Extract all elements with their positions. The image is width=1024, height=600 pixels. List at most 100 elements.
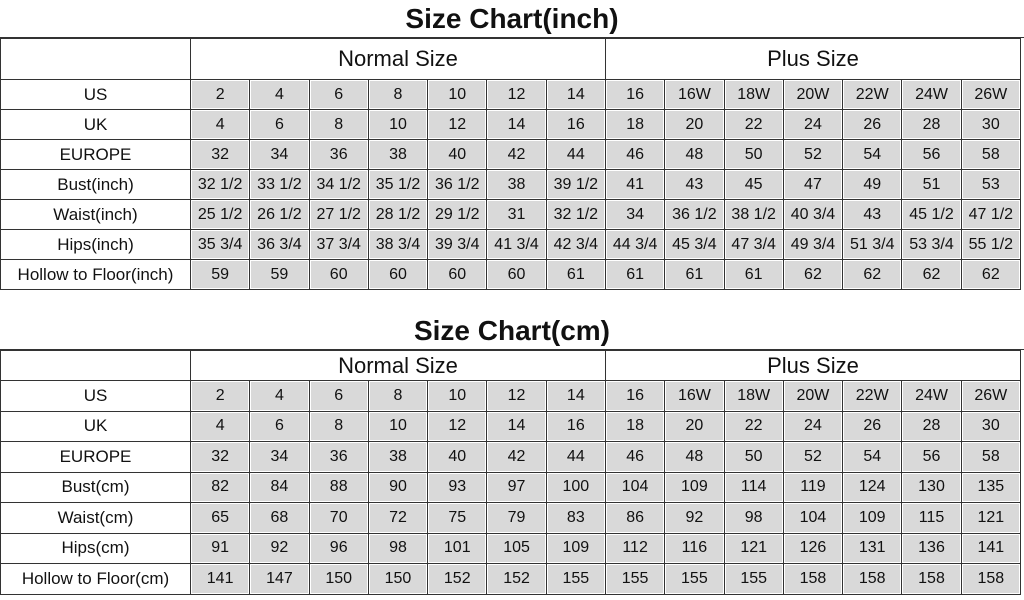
size-cell: 32 bbox=[189, 139, 251, 170]
size-cell: 6 bbox=[249, 109, 310, 140]
size-cell: 50 bbox=[723, 139, 784, 170]
table-row: Hollow to Floor(inch) 59 59 60 60 60 60 61 61 61 6… bbox=[0, 259, 1022, 290]
size-cell: 38 3/4 bbox=[367, 229, 429, 260]
size-cell: 126 bbox=[782, 532, 844, 564]
size-cell: 61 bbox=[723, 259, 784, 290]
size-cell: 36 1/2 bbox=[427, 169, 488, 200]
size-cell: 12 bbox=[486, 79, 547, 110]
size-cell: 20 bbox=[664, 410, 725, 442]
row-label: Bust(inch) bbox=[0, 169, 191, 200]
row-label: Bust(cm) bbox=[0, 471, 191, 503]
size-table: Normal Size Plus Size US 2 4 6 8 10 12 14 16 16W 18W… bbox=[0, 350, 1022, 595]
size-cell: 60 bbox=[308, 259, 369, 290]
table-row: Hollow to Floor(cm) 141 147 150 150 152 152 155… bbox=[0, 563, 1022, 595]
size-cell: 147 bbox=[249, 563, 310, 595]
size-cell: 24W bbox=[901, 380, 962, 412]
size-cell: 112 bbox=[604, 532, 666, 564]
size-cell: 51 bbox=[901, 169, 962, 200]
size-cell: 155 bbox=[604, 563, 666, 595]
size-cell: 45 3/4 bbox=[664, 229, 725, 260]
size-cell: 38 1/2 bbox=[723, 199, 784, 230]
size-cell: 36 bbox=[308, 139, 369, 170]
size-cell: 158 bbox=[842, 563, 903, 595]
row-label: UK bbox=[0, 109, 191, 140]
chart-title: Size Chart(cm) bbox=[0, 312, 1024, 350]
group-normal-size: Normal Size bbox=[190, 38, 606, 80]
size-cell: 8 bbox=[308, 410, 369, 442]
size-cell: 62 bbox=[901, 259, 962, 290]
size-cell: 12 bbox=[427, 109, 488, 140]
group-header-row: Normal Size Plus Size bbox=[0, 38, 1022, 80]
size-cell: 16W bbox=[664, 380, 725, 412]
size-cell: 18 bbox=[604, 109, 666, 140]
size-cell: 32 1/2 bbox=[189, 169, 251, 200]
size-cell: 141 bbox=[960, 532, 1022, 564]
size-cell: 50 bbox=[723, 441, 784, 473]
size-cell: 130 bbox=[901, 471, 962, 503]
size-cell: 2 bbox=[189, 79, 251, 110]
size-cell: 121 bbox=[723, 532, 784, 564]
size-cell: 42 bbox=[486, 441, 547, 473]
size-cell: 84 bbox=[249, 471, 310, 503]
size-cell: 14 bbox=[545, 380, 606, 412]
size-cell: 42 3/4 bbox=[545, 229, 606, 260]
size-cell: 47 3/4 bbox=[723, 229, 784, 260]
table-row: EUROPE 32 34 36 38 40 42 44 46 48 50 52 54 56 58 bbox=[0, 139, 1022, 170]
size-cell: 16 bbox=[545, 109, 606, 140]
size-cell: 86 bbox=[604, 502, 666, 534]
size-cell: 72 bbox=[367, 502, 429, 534]
row-label: Waist(cm) bbox=[0, 502, 191, 534]
size-cell: 18W bbox=[723, 79, 784, 110]
row-label: Hollow to Floor(inch) bbox=[0, 259, 191, 290]
size-cell: 26 bbox=[842, 410, 903, 442]
size-cell: 83 bbox=[545, 502, 606, 534]
size-cell: 18 bbox=[604, 410, 666, 442]
size-cell: 96 bbox=[308, 532, 369, 564]
size-cell: 30 bbox=[960, 109, 1022, 140]
size-cell: 34 bbox=[249, 139, 310, 170]
size-cell: 54 bbox=[842, 441, 903, 473]
size-cell: 58 bbox=[960, 441, 1022, 473]
size-cell: 22 bbox=[723, 410, 784, 442]
size-cell: 10 bbox=[367, 410, 429, 442]
size-cell: 55 1/2 bbox=[960, 229, 1022, 260]
empty-header-cell bbox=[0, 350, 191, 381]
size-cell: 105 bbox=[486, 532, 547, 564]
size-cell: 41 3/4 bbox=[486, 229, 547, 260]
size-cell: 119 bbox=[782, 471, 844, 503]
size-cell: 24 bbox=[782, 410, 844, 442]
size-cell: 4 bbox=[189, 109, 251, 140]
size-cell: 51 3/4 bbox=[842, 229, 903, 260]
chart-title: Size Chart(inch) bbox=[0, 0, 1024, 38]
size-cell: 124 bbox=[842, 471, 903, 503]
size-cell: 91 bbox=[189, 532, 251, 564]
size-cell: 44 bbox=[545, 139, 606, 170]
size-cell: 92 bbox=[664, 502, 725, 534]
size-cell: 39 3/4 bbox=[427, 229, 488, 260]
size-cell: 93 bbox=[427, 471, 488, 503]
row-label: Hips(inch) bbox=[0, 229, 191, 260]
size-cell: 4 bbox=[249, 380, 310, 412]
size-cell: 56 bbox=[901, 441, 962, 473]
table-row: EUROPE 32 34 36 38 40 42 44 46 48 50 52 54 56 58 bbox=[0, 441, 1022, 473]
size-cell: 158 bbox=[960, 563, 1022, 595]
size-cell: 20 bbox=[664, 109, 725, 140]
size-cell: 38 bbox=[486, 169, 547, 200]
size-cell: 62 bbox=[842, 259, 903, 290]
size-cell: 34 1/2 bbox=[308, 169, 369, 200]
size-cell: 48 bbox=[664, 139, 725, 170]
size-cell: 8 bbox=[308, 109, 369, 140]
size-cell: 43 bbox=[664, 169, 725, 200]
size-cell: 30 bbox=[960, 410, 1022, 442]
size-cell: 41 bbox=[604, 169, 666, 200]
row-label: UK bbox=[0, 410, 191, 442]
size-cell: 61 bbox=[664, 259, 725, 290]
size-cell: 16 bbox=[604, 79, 666, 110]
size-cell: 141 bbox=[189, 563, 251, 595]
size-cell: 20W bbox=[782, 79, 844, 110]
size-cell: 109 bbox=[545, 532, 606, 564]
size-cell: 28 bbox=[901, 109, 962, 140]
size-cell: 62 bbox=[782, 259, 844, 290]
size-cell: 47 1/2 bbox=[960, 199, 1022, 230]
size-cell: 115 bbox=[901, 502, 962, 534]
